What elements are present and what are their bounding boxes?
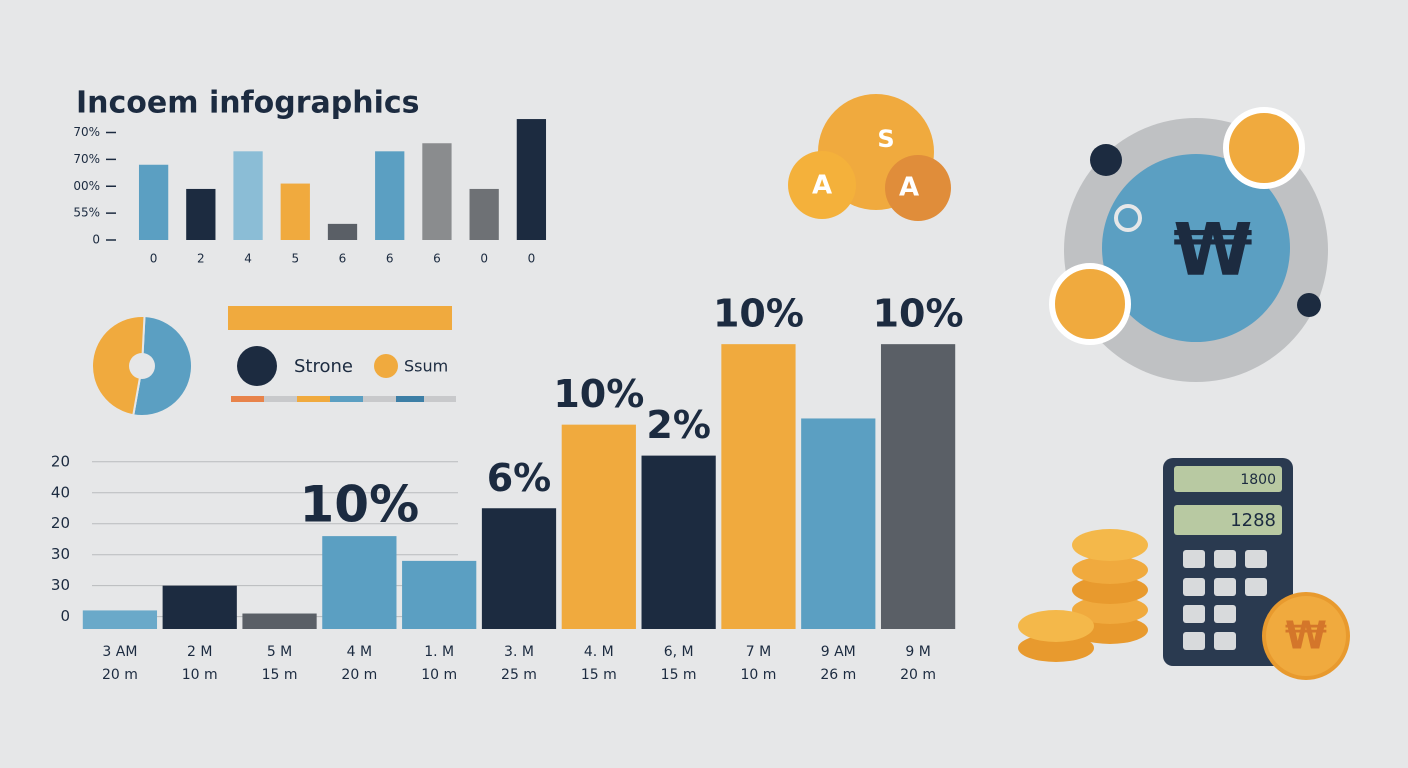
legend-icon (374, 354, 398, 378)
icon (1114, 204, 1142, 232)
x-tick-label: 3 AM (102, 644, 137, 660)
pie-slice (91, 315, 146, 417)
y-tick-label: 55% (73, 206, 100, 220)
coin-icon (1223, 107, 1305, 189)
value-label: 6% (487, 456, 552, 500)
bar (422, 143, 452, 240)
x-tick-label: 5 M (267, 644, 292, 660)
icon (1090, 144, 1122, 176)
x-tick-label: 20 m (102, 667, 138, 683)
pie-hole (129, 353, 155, 379)
x-tick-label: 10 m (741, 667, 777, 683)
x-tick-label: 15 m (581, 667, 617, 683)
x-tick-label: 15 m (661, 667, 697, 683)
x-tick-label: 3. M (504, 644, 534, 660)
title: Incoem infographics (76, 86, 420, 121)
value-label: 2% (646, 403, 711, 447)
bar (138, 164, 169, 240)
y-tick-label: 20 (51, 452, 70, 470)
bar (327, 223, 358, 240)
legend-icon (237, 346, 277, 386)
x-tick-label: 25 m (501, 667, 537, 683)
icon (1297, 293, 1321, 317)
x-tick-label: 26 m (820, 667, 856, 683)
coin-symbol: ₩ (1285, 614, 1327, 658)
globe (1102, 154, 1290, 342)
bar (186, 188, 216, 240)
currency-symbol: ₩ (1173, 208, 1252, 292)
x-tick-label: 2 M (187, 644, 212, 660)
bar (375, 151, 405, 240)
coin-stack (1018, 529, 1148, 662)
bar (322, 536, 397, 629)
y-tick-label: 0 (92, 233, 100, 247)
x-tick-label: 9 AM (821, 644, 856, 660)
pie-slice (132, 315, 193, 417)
x-tick-label: 7 M (746, 644, 771, 660)
y-tick-label: 70% (73, 125, 100, 139)
bar (880, 344, 956, 629)
x-tick-label: 20 m (341, 667, 377, 683)
x-tick-label: 2 (197, 252, 205, 266)
calculator-display (1174, 466, 1282, 492)
bar (162, 585, 237, 629)
y-tick-label: 00% (73, 179, 100, 193)
bar (469, 188, 499, 240)
bar (233, 151, 263, 240)
bar (242, 613, 317, 629)
display-text: 1800 (1240, 472, 1276, 488)
x-tick-label: 6 (386, 252, 394, 266)
bar (516, 119, 547, 240)
legend-text: Strone (294, 356, 353, 377)
value-label: 10% (873, 292, 964, 336)
x-tick-label: 5 (291, 252, 299, 266)
value-label: 10% (553, 372, 644, 416)
y-tick-label: 30 (51, 576, 70, 594)
bar (561, 424, 636, 629)
bubble (885, 155, 951, 221)
bar (82, 610, 158, 629)
legend-strip (231, 396, 456, 402)
x-tick-label: 6 (433, 252, 441, 266)
bubble-label: A (812, 171, 832, 201)
x-tick-label: 15 m (262, 667, 298, 683)
value-label: 10% (300, 476, 420, 534)
value-label: 10% (713, 292, 804, 336)
x-tick-label: 10 m (182, 667, 218, 683)
calculator-display (1174, 505, 1282, 535)
x-tick-label: 4. M (584, 644, 614, 660)
x-tick-label: 10 m (421, 667, 457, 683)
bar (801, 418, 876, 629)
y-tick-label: 0 (60, 607, 70, 625)
coin-icon (1049, 263, 1131, 345)
x-tick-label: 4 M (347, 644, 372, 660)
x-tick-label: 1. M (424, 644, 454, 660)
x-tick-label: 6 (339, 252, 347, 266)
bar (721, 344, 796, 629)
y-tick-label: 30 (51, 545, 70, 563)
bar (280, 183, 310, 240)
y-tick-label: 70% (73, 152, 100, 166)
x-tick-label: 4 (244, 252, 252, 266)
display-text: 1288 (1230, 510, 1276, 531)
y-tick-label: 20 (51, 514, 70, 532)
legend-bar (228, 306, 452, 330)
calculator-keys (1183, 550, 1267, 650)
bar (481, 508, 557, 629)
y-tick-label: 40 (51, 483, 70, 501)
x-tick-label: 0 (480, 252, 488, 266)
x-tick-label: 0 (528, 252, 536, 266)
bar (402, 560, 477, 629)
bar (641, 455, 716, 629)
bubble-label: S (877, 125, 894, 153)
bubble (788, 151, 856, 219)
x-tick-label: 6, M (664, 644, 694, 660)
bubble-label: A (899, 173, 919, 203)
x-tick-label: 20 m (900, 667, 936, 683)
x-tick-label: 9 M (905, 644, 930, 660)
x-tick-label: 0 (150, 252, 158, 266)
coin (1262, 592, 1350, 680)
legend-text: Ssum (404, 357, 448, 376)
